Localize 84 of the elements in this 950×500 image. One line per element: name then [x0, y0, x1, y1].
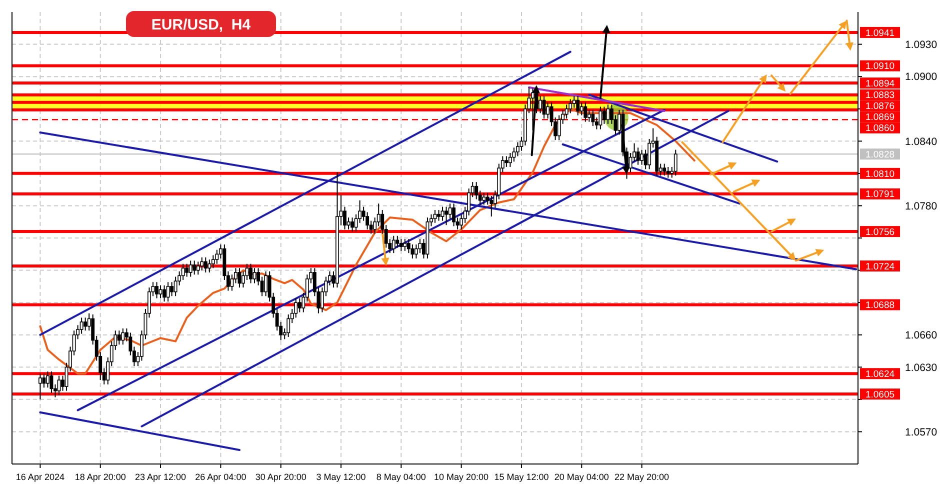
candlestick — [196, 261, 200, 276]
candlestick — [591, 109, 595, 127]
candlestick — [188, 260, 192, 278]
x-tick-label: 30 Apr 20:00 — [255, 472, 306, 482]
ref-line-label: 1.0756 — [865, 226, 895, 238]
candlestick — [121, 328, 125, 346]
y-tick-label: 1.0660 — [905, 330, 938, 342]
y-tick-label: 1.0570 — [905, 426, 938, 438]
legend-label: 1.0860 — [865, 123, 895, 134]
candlestick — [640, 149, 644, 166]
candlestick — [674, 149, 678, 176]
candlestick — [580, 102, 584, 116]
ref-line-label: 1.0883 — [865, 90, 895, 102]
candlestick — [264, 270, 268, 297]
ref-line-label: 1.0876 — [865, 101, 895, 112]
candlestick — [245, 263, 249, 280]
ref-line-label: 1.0688 — [865, 300, 895, 312]
ref-line-label: 1.0624 — [865, 368, 895, 380]
ref-line-label: 1.0791 — [865, 189, 895, 200]
y-tick-label: 1.0930 — [905, 38, 938, 51]
candlestick — [155, 282, 158, 299]
x-tick-label: 15 May 12:00 — [494, 472, 549, 482]
ref-line-label: 1.0605 — [865, 389, 895, 400]
candlestick — [38, 373, 42, 400]
x-tick-label: 26 Apr 04:00 — [195, 472, 246, 482]
x-tick-label: 18 Apr 20:00 — [74, 472, 126, 482]
candlestick — [504, 156, 508, 168]
candlestick — [636, 147, 640, 166]
candlestick — [444, 206, 448, 226]
x-tick-label: 22 May 20:00 — [614, 472, 670, 482]
candlestick — [204, 256, 208, 273]
candlestick — [42, 373, 46, 388]
candlestick — [576, 95, 580, 116]
candlestick — [490, 196, 494, 217]
ref-line-label: 1.0828 — [865, 149, 895, 160]
candlestick — [249, 263, 252, 284]
y-tick-label: 1.0630 — [905, 362, 938, 374]
candlestick — [482, 192, 486, 206]
candlestick — [162, 284, 166, 302]
candlestick — [392, 235, 396, 254]
candlestick — [399, 238, 403, 252]
candlestick — [440, 206, 444, 222]
ref-line-label: 1.0810 — [865, 168, 895, 180]
candlestick — [662, 163, 666, 176]
candlestick — [666, 166, 670, 178]
candlestick — [350, 217, 354, 232]
candlestick — [602, 106, 606, 124]
candlestick — [403, 238, 407, 252]
candlestick — [170, 282, 174, 297]
ref-line-label: 1.0869 — [865, 112, 895, 124]
candlestick — [437, 210, 440, 222]
candlestick — [587, 109, 591, 122]
ref-line-label: 1.0910 — [865, 61, 895, 72]
candlestick — [584, 102, 588, 122]
candlestick — [542, 95, 546, 120]
ref-line-label: 1.0894 — [865, 78, 895, 90]
candlestick — [606, 104, 610, 124]
candlestick — [452, 203, 456, 227]
candlestick — [192, 260, 196, 276]
y-tick-label: 1.0840 — [905, 136, 938, 148]
candlestick — [298, 298, 302, 313]
x-tick-label: 16 Apr 2024 — [16, 472, 64, 482]
x-tick-label: 3 May 12:00 — [316, 472, 366, 482]
x-tick-label: 23 Apr 12:00 — [134, 472, 186, 482]
y-tick-label: 1.0900 — [905, 71, 938, 84]
candlestick — [84, 317, 88, 332]
y-tick-label: 1.0780 — [905, 200, 938, 212]
x-tick-label: 20 May 04:00 — [554, 472, 609, 482]
candlestick — [598, 106, 602, 130]
candlestick — [546, 102, 550, 120]
candlestick — [396, 235, 400, 248]
ref-line-label: 1.0724 — [865, 261, 895, 272]
ref-line-label: 1.0941 — [865, 28, 895, 39]
candlestick — [117, 330, 121, 346]
chart-title: EUR/USD, H4 — [151, 16, 252, 34]
x-tick-label: 8 May 04:00 — [376, 472, 426, 482]
candlestick — [200, 256, 204, 271]
candlestick — [208, 259, 212, 273]
candlestick — [166, 282, 170, 302]
x-tick-label: 10 May 20:00 — [434, 472, 489, 482]
candlestick — [252, 268, 256, 284]
candlestick — [185, 263, 189, 278]
candlestick — [46, 370, 50, 388]
candlestick — [538, 95, 542, 114]
